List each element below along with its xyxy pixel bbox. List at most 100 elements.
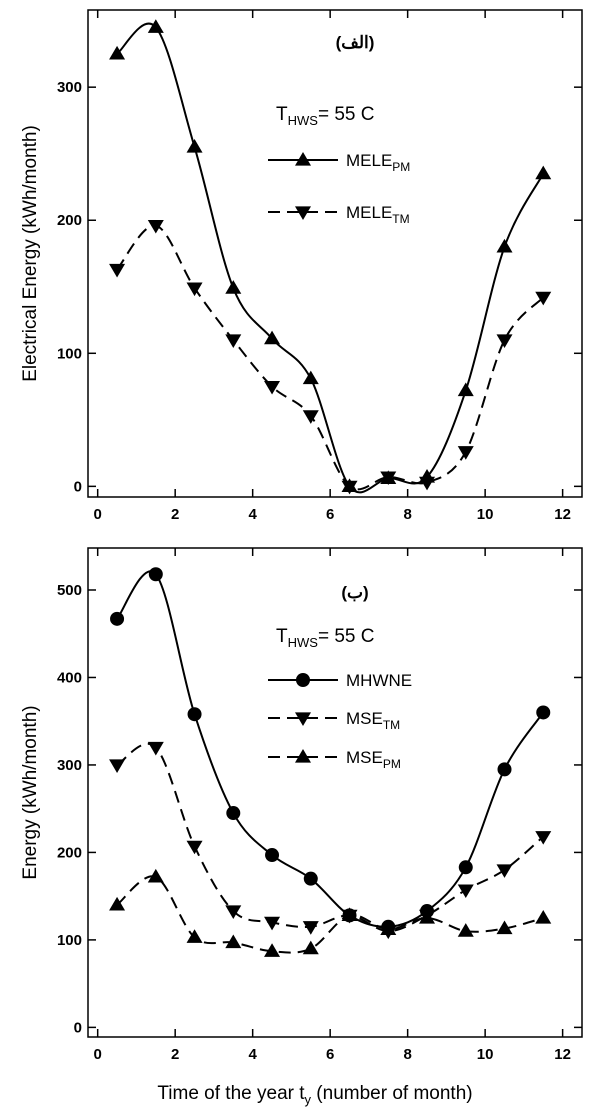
point bbox=[419, 910, 436, 924]
legend-title-rest: = 55 C bbox=[318, 626, 375, 647]
point bbox=[302, 940, 319, 955]
point bbox=[496, 864, 513, 878]
point bbox=[147, 19, 164, 33]
point bbox=[302, 410, 319, 424]
point bbox=[458, 860, 473, 875]
legend-marker bbox=[295, 206, 311, 220]
point bbox=[186, 929, 203, 943]
point bbox=[186, 282, 203, 297]
point bbox=[109, 759, 126, 773]
x-tick-label: 8 bbox=[403, 1046, 411, 1063]
y-tick-label: 100 bbox=[57, 932, 82, 949]
legend-title: THWS= 55 C bbox=[276, 104, 374, 128]
legend-name: MHWNE bbox=[346, 671, 412, 690]
x-label-rest: (number of month) bbox=[311, 1083, 473, 1104]
point bbox=[148, 567, 163, 582]
x-tick-label: 6 bbox=[326, 1046, 334, 1063]
y-tick-label: 0 bbox=[74, 1019, 82, 1036]
x-tick-label: 2 bbox=[171, 506, 179, 523]
plot-frame bbox=[87, 9, 583, 498]
y-tick-label: 500 bbox=[57, 582, 82, 599]
legend-name: MELE bbox=[346, 203, 392, 222]
point bbox=[535, 831, 552, 845]
point bbox=[457, 446, 474, 460]
legend-sub: PM bbox=[383, 757, 401, 771]
legend-name: MSE bbox=[346, 709, 383, 728]
point bbox=[110, 611, 125, 626]
legend-title-rest: = 55 C bbox=[318, 104, 375, 125]
y-tick-label: 400 bbox=[57, 669, 82, 686]
annotation: (ب) bbox=[341, 583, 368, 602]
point bbox=[225, 280, 242, 294]
legend-title-sub: HWS bbox=[288, 635, 319, 650]
legend-title-text: T bbox=[276, 626, 288, 647]
y-tick-label: 200 bbox=[57, 212, 82, 229]
point bbox=[535, 165, 552, 180]
y-axis-label: Energy (kWh/month) bbox=[20, 705, 41, 879]
point bbox=[497, 762, 512, 777]
point bbox=[264, 380, 281, 395]
legend-label: MELETM bbox=[346, 203, 410, 226]
point bbox=[186, 840, 203, 855]
point bbox=[225, 905, 242, 920]
plot-frame bbox=[87, 547, 583, 1038]
legend-label: MHWNE bbox=[346, 671, 412, 690]
point bbox=[302, 370, 319, 385]
point bbox=[496, 334, 513, 348]
x-tick-label: 6 bbox=[326, 506, 334, 523]
point bbox=[380, 921, 397, 936]
point bbox=[302, 921, 319, 935]
point bbox=[457, 884, 474, 899]
point bbox=[147, 741, 164, 756]
x-label-text: Time of the year t bbox=[157, 1083, 305, 1104]
point bbox=[109, 263, 126, 278]
point bbox=[535, 910, 552, 924]
y-axis-label: Electrical Energy (kWh/month) bbox=[20, 125, 41, 382]
series-line bbox=[116, 22, 545, 494]
point bbox=[147, 868, 164, 883]
point bbox=[264, 943, 281, 957]
legend-name: MSE bbox=[346, 748, 383, 767]
point bbox=[341, 907, 358, 922]
x-tick-label: 4 bbox=[248, 1046, 257, 1063]
x-tick-label: 12 bbox=[554, 1046, 571, 1063]
legend-label: MSETM bbox=[346, 709, 400, 732]
point bbox=[147, 219, 164, 234]
point bbox=[109, 896, 126, 911]
y-tick-label: 300 bbox=[57, 79, 82, 96]
series-line bbox=[116, 570, 545, 928]
point bbox=[109, 45, 126, 60]
x-tick-label: 10 bbox=[477, 1046, 494, 1063]
x-tick-label: 0 bbox=[94, 1046, 102, 1063]
point bbox=[225, 934, 242, 949]
legend-sub: PM bbox=[392, 160, 410, 174]
point bbox=[380, 471, 397, 486]
y-tick-label: 200 bbox=[57, 844, 82, 861]
x-tick-label: 10 bbox=[477, 506, 494, 523]
legend-name: MELE bbox=[346, 151, 392, 170]
point bbox=[536, 705, 551, 720]
x-axis-label: Time of the year ty (number of month) bbox=[157, 1083, 472, 1107]
point bbox=[535, 291, 552, 306]
legend-marker bbox=[296, 673, 310, 687]
y-tick-label: 100 bbox=[57, 345, 82, 362]
point bbox=[457, 923, 474, 937]
point bbox=[457, 382, 474, 397]
point bbox=[419, 476, 436, 491]
legend-sub: TM bbox=[383, 718, 400, 732]
legend-label: MSEPM bbox=[346, 748, 401, 771]
y-tick-label: 0 bbox=[74, 478, 82, 495]
point bbox=[264, 916, 281, 931]
legend-title: THWS= 55 C bbox=[276, 626, 374, 650]
point bbox=[264, 330, 281, 345]
x-tick-label: 8 bbox=[403, 506, 411, 523]
legend-marker bbox=[295, 749, 311, 763]
point bbox=[341, 480, 358, 495]
legend-label: MELEPM bbox=[346, 151, 410, 174]
point bbox=[186, 139, 203, 153]
legend-marker bbox=[295, 152, 311, 166]
legend-title-sub: HWS bbox=[288, 113, 319, 128]
point bbox=[496, 238, 513, 253]
x-tick-label: 4 bbox=[248, 506, 257, 523]
